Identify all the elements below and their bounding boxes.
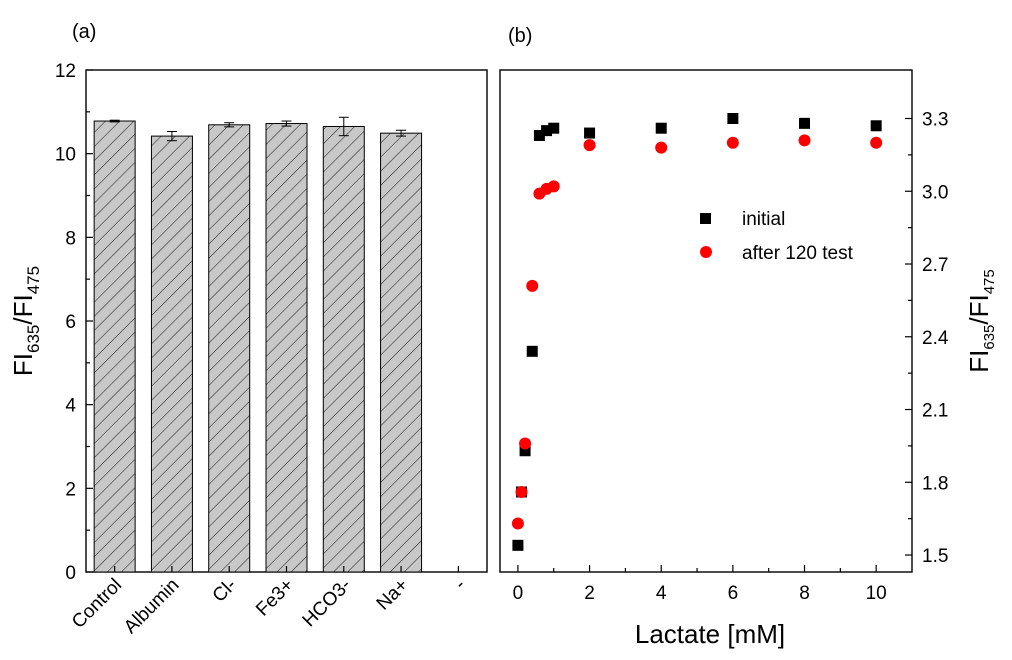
point-initial-8 (655, 122, 667, 134)
b-x-tick-label-0: 0 (513, 583, 524, 604)
a-x-tick-label-3: Fe3+ (252, 575, 298, 621)
legend-label-initial: initial (742, 209, 785, 230)
a-x-tick-label-2: Cl- (209, 575, 241, 607)
bar-Fe3+ (265, 123, 308, 573)
panel-b-points (511, 113, 883, 551)
b-y-tick-label-0: 1.5 (922, 546, 948, 567)
a-x-tick-label-0: Control (68, 575, 126, 633)
panel-b-x-ticks: 0 2 4 6 8 10 (513, 565, 887, 604)
bar-Cl- (208, 124, 251, 573)
ylabel-a-main: FI (8, 353, 38, 376)
legend-marker-initial (700, 213, 711, 224)
a-y-tick-label-5: 10 (55, 145, 76, 166)
point-initial-3 (526, 345, 538, 357)
point-initial-10 (799, 117, 811, 129)
legend-label-after: after 120 test (742, 243, 854, 264)
panel-b-frame (499, 69, 913, 573)
legend: initial after 120 test (700, 209, 854, 264)
point-initial-7 (584, 127, 596, 139)
bar-Na+ (380, 132, 423, 573)
a-y-tick-label-3: 6 (65, 312, 76, 333)
point-initial-4 (533, 129, 545, 141)
a-y-tick-label-2: 4 (65, 396, 76, 417)
point-initial-11 (870, 120, 882, 132)
b-x-tick-label-4: 8 (799, 583, 810, 604)
b-y-tick-label-2: 2.1 (922, 401, 948, 422)
point-after-10 (798, 134, 811, 147)
b-x-tick-label-1: 2 (584, 583, 595, 604)
point-after-9 (726, 136, 739, 149)
legend-marker-after (700, 246, 712, 258)
ylabel-a-sep: /FI (8, 294, 38, 324)
ylabel-a-sub1: 635 (24, 325, 43, 353)
point-after-11 (870, 136, 883, 149)
point-after-1 (515, 485, 528, 498)
point-initial-2 (519, 445, 531, 457)
panel-a-bars (93, 116, 423, 573)
point-after-0 (511, 517, 524, 530)
panel-b-y-ticks: 1.5 1.8 2.1 2.4 2.7 3.0 3.3 (905, 110, 949, 567)
a-y-tick-label-6: 12 (55, 61, 76, 82)
point-initial-5 (541, 125, 553, 137)
b-y-tick-label-3: 2.4 (922, 328, 949, 349)
panel-b-y-axis-label: FI635/FI475 (964, 269, 998, 373)
bar-Control (93, 120, 136, 573)
bar-Albumin (150, 135, 193, 573)
a-x-tick-label-6: - (451, 575, 470, 594)
scatter-chart-panel-b: (b) 1.5 1.8 2.1 2.4 2.7 3.0 3.3 0 2 4 6 8 10 Lactat… (499, 25, 998, 649)
ylabel-a-sub2: 475 (24, 266, 43, 294)
b-y-tick-label-4: 2.7 (922, 255, 948, 276)
b-x-tick-label-5: 10 (866, 583, 887, 604)
b-y-tick-label-5: 3.0 (922, 182, 948, 203)
point-after-8 (655, 141, 668, 154)
a-y-tick-label-0: 0 (65, 563, 76, 584)
a-y-tick-label-4: 8 (65, 228, 76, 249)
ylabel-b-sub2: 475 (981, 269, 998, 294)
b-y-tick-label-1: 1.8 (922, 473, 948, 494)
b-x-tick-label-3: 6 (728, 583, 739, 604)
point-after-7 (583, 139, 596, 152)
b-x-tick-label-2: 4 (656, 583, 667, 604)
point-after-3 (526, 279, 539, 292)
a-y-tick-label-1: 2 (65, 479, 76, 500)
a-x-tick-label-5: Na+ (373, 575, 413, 615)
point-initial-0 (512, 539, 524, 551)
point-after-6 (547, 180, 560, 193)
ylabel-b-sub1: 635 (981, 325, 998, 350)
panel-a-label: (a) (72, 21, 96, 43)
point-initial-9 (727, 113, 739, 125)
a-x-tick-label-1: Albumin (120, 575, 183, 638)
panel-a-y-ticks: 0 2 4 6 8 10 12 (55, 61, 93, 584)
ylabel-b-main: FI (964, 350, 994, 373)
ylabel-b-sep: /FI (964, 294, 994, 324)
panel-b-label: (b) (508, 25, 532, 47)
a-x-tick-label-4: HCO3- (299, 575, 356, 632)
point-after-2 (519, 437, 532, 450)
b-y-tick-label-6: 3.3 (922, 110, 948, 131)
panel-b-x-axis-label: Lactate [mM] (635, 619, 785, 649)
panel-a-y-axis-label: FI635/FI475 (8, 266, 43, 376)
point-initial-6 (548, 122, 560, 134)
bar-HCO3- (322, 125, 365, 573)
